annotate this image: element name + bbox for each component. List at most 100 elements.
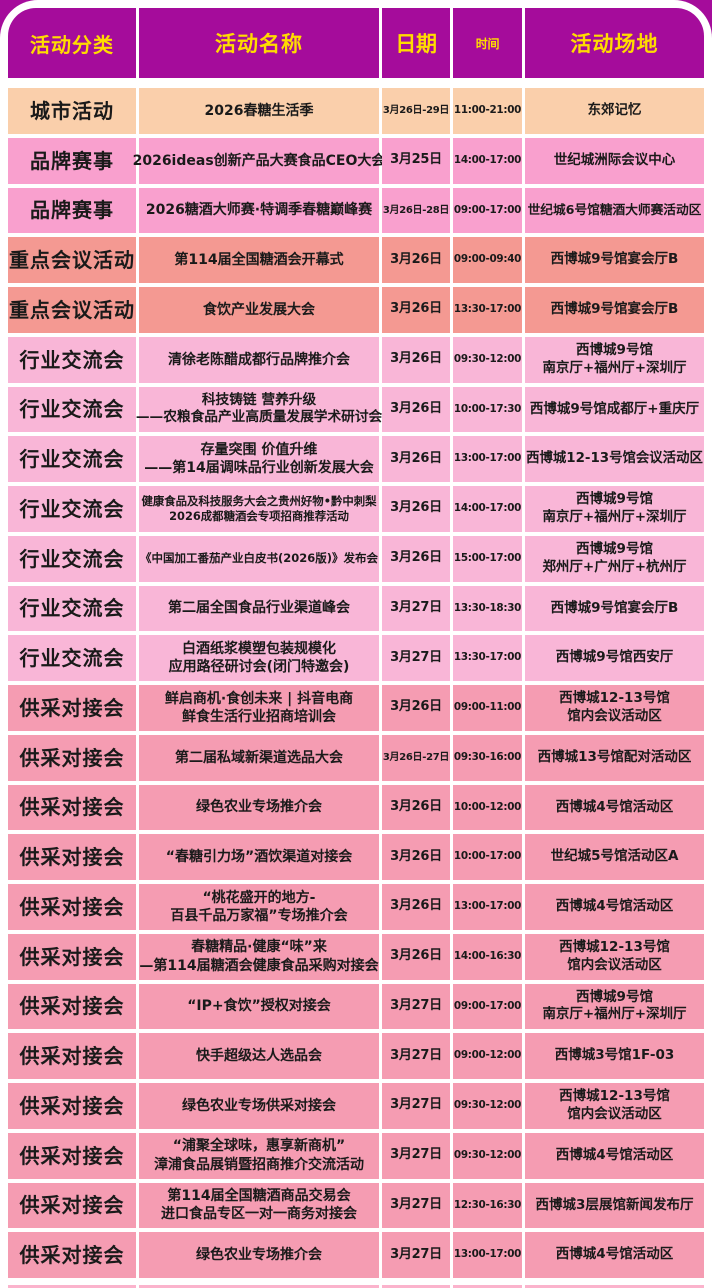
table-row: 供采对接会 绿色农业专场推介会 3月27日 13:00-17:00 西博城4号馆… [8,1232,704,1278]
category-cell: 供采对接会 [8,1232,136,1278]
table-row: 行业交流会 清徐老陈醋成都行品牌推介会 3月26日 09:30-12:00 西博… [8,336,704,383]
table-row: 供采对接会 “春糖引力场”酒饮渠道对接会 3月26日 10:00-17:00 世… [8,834,704,880]
time-cell: 10:00-17:30 [453,386,522,433]
category-cell: 供采对接会 [8,784,136,831]
category-cell: 供采对接会 [8,1182,136,1229]
event-name-cell: 2026ideas创新产品大赛食品CEO大会 [133,137,385,184]
table-row: 供采对接会 绿色农业专场供采对接会 3月27日 09:30-12:00 西博城1… [8,1083,704,1129]
event-name-cell: 鲜启商机·食创未来 | 抖音电商 鲜食生活行业招商培训会 [139,685,379,731]
venue-cell: 西博城4号馆活动区 [525,1132,704,1179]
event-name-cell: 绿色农业专场推介会 [139,1232,379,1278]
header-venue: 活动场地 [525,8,704,78]
venue-cell: 西博城9号馆 南京厅+福州厅+深圳厅 [525,983,704,1030]
venue-cell: 西博城4号馆活动区 [525,784,704,831]
date-cell: 3月25日 [382,137,450,184]
venue-cell: 西博城3层展馆新闻发布厅 [525,1182,704,1229]
time-cell: 12:30-16:30 [453,1182,522,1229]
event-name-cell: “浦聚全球味，惠享新商机” 漳浦食品展销暨招商推介交流活动 [139,1132,379,1179]
table-row: 行业交流会 科技铸链 营养升级 ——农粮食品产业高质量发展学术研讨会 3月26日 … [8,386,704,433]
cutoff-next-row [8,1285,704,1288]
venue-cell: 西博城9号馆成都厅+重庆厅 [525,386,704,433]
table-body: 城市活动 2026春糖生活季 3月26日-29日 11:00-21:00 东郊记… [8,88,704,1278]
event-name-cell: 绿色农业专场推介会 [139,784,379,831]
category-cell: 重点会议活动 [8,287,136,333]
event-name-cell: 第114届全国糖酒商品交易会 进口食品专区一对一商务对接会 [139,1182,379,1229]
event-name-cell: 2026春糖生活季 [139,88,379,134]
table-row: 重点会议活动 第114届全国糖酒会开幕式 3月26日 09:00-09:40 西… [8,237,704,283]
venue-cell: 西博城12-13号馆 馆内会议活动区 [525,1083,704,1129]
header-date: 日期 [382,8,450,78]
date-cell: 3月26日 [382,336,450,383]
category-cell: 行业交流会 [8,436,136,482]
schedule-table: 活动分类 活动名称 日期 时间 活动场地 城市活动 2026春糖生活季 3月26… [8,8,704,1288]
venue-cell: 世纪城洲际会议中心 [525,137,704,184]
date-cell: 3月27日 [382,635,450,681]
category-cell: 行业交流会 [8,386,136,433]
table-row: 供采对接会 鲜启商机·食创未来 | 抖音电商 鲜食生活行业招商培训会 3月26日 … [8,685,704,731]
venue-cell: 东郊记忆 [525,88,704,134]
category-cell: 供采对接会 [8,685,136,731]
venue-cell: 西博城4号馆活动区 [525,1232,704,1278]
table-row: 供采对接会 “桃花盛开的地方- 百县千品万家福”专场推介会 3月26日 13:00… [8,884,704,930]
venue-cell: 世纪城5号馆活动区A [525,834,704,880]
table-row: 供采对接会 “浦聚全球味，惠享新商机” 漳浦食品展销暨招商推介交流活动 3月27日… [8,1132,704,1179]
time-cell: 09:00-09:40 [453,237,522,283]
table-row: 品牌赛事 2026糖酒大师赛·特调季春糖巅峰赛 3月26日-28日 09:00-… [8,187,704,234]
category-cell: 供采对接会 [8,884,136,930]
event-name-cell: 《中国加工番茄产业白皮书(2026版)》发布会 [139,535,379,582]
time-cell: 13:30-17:00 [453,635,522,681]
time-cell: 13:30-17:00 [453,287,522,333]
time-cell: 14:00-17:00 [453,486,522,532]
date-cell: 3月26日 [382,685,450,731]
date-cell: 3月27日 [382,1083,450,1129]
time-cell: 09:30-12:00 [453,1083,522,1129]
time-cell: 14:00-16:30 [453,933,522,980]
venue-cell: 西博城9号馆 南京厅+福州厅+深圳厅 [525,336,704,383]
table-header-row: 活动分类 活动名称 日期 时间 活动场地 [8,8,704,78]
table-row: 城市活动 2026春糖生活季 3月26日-29日 11:00-21:00 东郊记… [8,88,704,134]
date-cell: 3月26日 [382,386,450,433]
date-cell: 3月26日 [382,486,450,532]
time-cell: 10:00-12:00 [453,784,522,831]
event-name-cell: 快手超级达人选品会 [139,1033,379,1079]
venue-cell: 西博城4号馆活动区 [525,884,704,930]
date-cell: 3月27日 [382,1182,450,1229]
date-cell: 3月27日 [382,1232,450,1278]
event-name-cell: “桃花盛开的地方- 百县千品万家福”专场推介会 [139,884,379,930]
venue-cell: 西博城9号馆宴会厅B [525,287,704,333]
venue-cell: 西博城12-13号馆 馆内会议活动区 [525,933,704,980]
date-cell: 3月26日 [382,884,450,930]
event-name-cell: 存量突围 价值升维 ——第14届调味品行业创新发展大会 [139,436,379,482]
venue-cell: 西博城9号馆西安厅 [525,635,704,681]
event-name-cell: 科技铸链 营养升级 ——农粮食品产业高质量发展学术研讨会 [136,386,382,433]
venue-cell: 世纪城6号馆糖酒大师赛活动区 [525,187,704,234]
category-cell: 供采对接会 [8,1033,136,1079]
date-cell: 3月26日-29日 [382,88,450,134]
table-row: 行业交流会 存量突围 价值升维 ——第14届调味品行业创新发展大会 3月26日 1… [8,436,704,482]
date-cell: 3月27日 [382,585,450,632]
event-name-cell: 第114届全国糖酒会开幕式 [139,237,379,283]
venue-cell: 西博城9号馆宴会厅B [525,237,704,283]
category-cell: 供采对接会 [8,1083,136,1129]
time-cell: 14:00-17:00 [453,137,522,184]
event-name-cell: 白酒纸浆模塑包装规模化 应用路径研讨会(闭门特邀会) [139,635,379,681]
time-cell: 13:30-18:30 [453,585,522,632]
category-cell: 城市活动 [8,88,136,134]
time-cell: 09:30-12:00 [453,336,522,383]
event-name-cell: 清徐老陈醋成都行品牌推介会 [139,336,379,383]
venue-cell: 西博城3号馆1F-03 [525,1033,704,1079]
venue-cell: 西博城13号馆配对活动区 [525,734,704,781]
event-name-cell: 健康食品及科技服务大会之贵州好物•黔中刺梨 2026成都糖酒会专项招商推荐活动 [139,486,379,532]
date-cell: 3月26日 [382,834,450,880]
time-cell: 09:30-16:00 [453,734,522,781]
date-cell: 3月26日-27日 [382,734,450,781]
table-row: 行业交流会 健康食品及科技服务大会之贵州好物•黔中刺梨 2026成都糖酒会专项招商… [8,486,704,532]
date-cell: 3月27日 [382,1033,450,1079]
category-cell: 供采对接会 [8,1132,136,1179]
date-cell: 3月26日 [382,237,450,283]
event-name-cell: 第二届全国食品行业渠道峰会 [139,585,379,632]
category-cell: 品牌赛事 [8,137,136,184]
event-name-cell: 春糖精品·健康“味”来 —第114届糖酒会健康食品采购对接会 [139,933,379,980]
category-cell: 行业交流会 [8,635,136,681]
